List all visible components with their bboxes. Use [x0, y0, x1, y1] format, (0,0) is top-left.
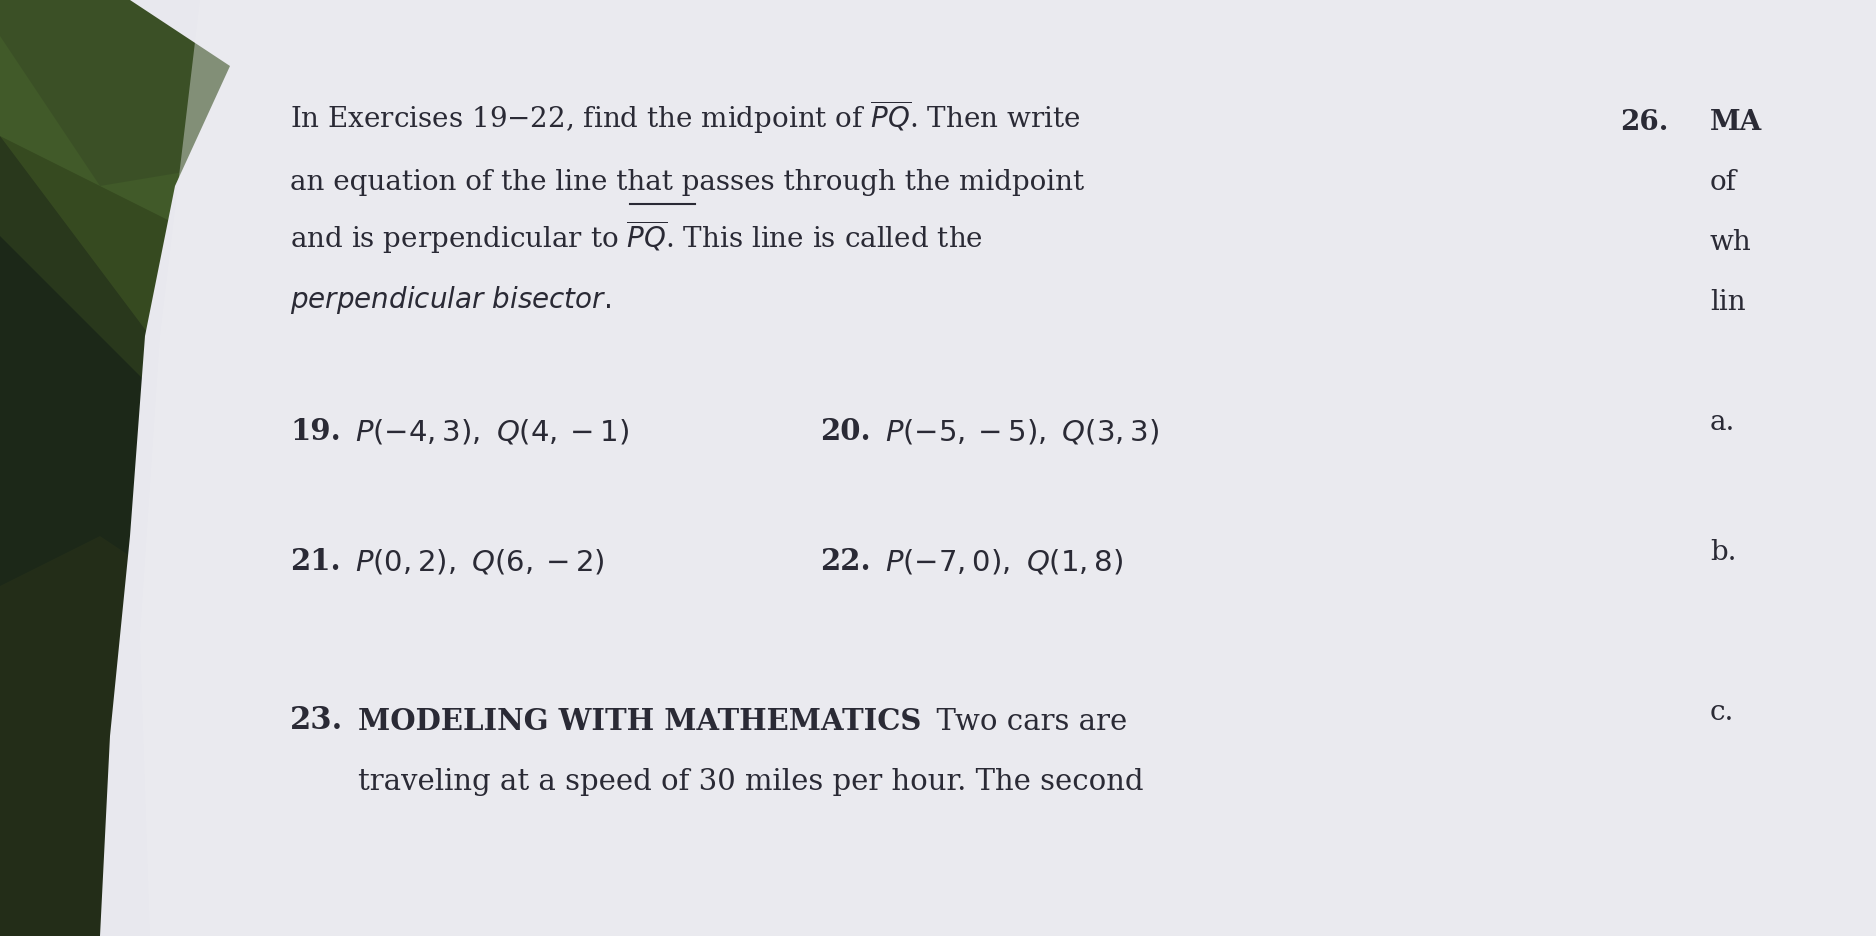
Text: a.: a.	[1711, 409, 1735, 436]
Text: $P(0, 2),\ Q(6, -2)$: $P(0, 2),\ Q(6, -2)$	[355, 547, 604, 576]
Text: MA: MA	[1711, 109, 1762, 136]
Polygon shape	[0, 0, 799, 286]
Text: 19.: 19.	[291, 417, 341, 446]
Polygon shape	[0, 0, 1876, 556]
Text: Two cars are: Two cars are	[917, 708, 1127, 736]
Text: an equation of the line that passes through the midpoint: an equation of the line that passes thro…	[291, 169, 1084, 196]
Text: $P(-4, 3),\ Q(4, -1)$: $P(-4, 3),\ Q(4, -1)$	[355, 417, 628, 446]
Text: lin: lin	[1711, 289, 1747, 316]
Text: 20.: 20.	[820, 417, 870, 446]
Polygon shape	[0, 536, 300, 936]
Text: 26.: 26.	[1621, 109, 1668, 136]
Polygon shape	[99, 0, 1876, 936]
Polygon shape	[0, 0, 501, 186]
Text: b.: b.	[1711, 539, 1737, 566]
Text: wh: wh	[1711, 229, 1752, 256]
Text: $P(-7, 0),\ Q(1, 8)$: $P(-7, 0),\ Q(1, 8)$	[885, 547, 1124, 576]
Text: c.: c.	[1711, 699, 1735, 726]
Text: In Exercises 19$-$22, find the midpoint of $\overline{PQ}$. Then write: In Exercises 19$-$22, find the midpoint …	[291, 98, 1081, 136]
Text: $\mathit{perpendicular\ bisector}.$: $\mathit{perpendicular\ bisector}.$	[291, 284, 612, 316]
Text: 21.: 21.	[291, 547, 341, 576]
Text: 23.: 23.	[291, 705, 343, 736]
Polygon shape	[141, 0, 1876, 936]
Text: $P(-5, -5),\ Q(3, 3)$: $P(-5, -5),\ Q(3, 3)$	[885, 417, 1159, 446]
Text: traveling at a speed of 30 miles per hour. The second: traveling at a speed of 30 miles per hou…	[358, 768, 1144, 796]
Polygon shape	[0, 0, 400, 336]
Text: and is perpendicular to $\overline{PQ}$. This line is called the: and is perpendicular to $\overline{PQ}$.…	[291, 218, 983, 256]
Text: MODELING WITH MATHEMATICS: MODELING WITH MATHEMATICS	[358, 707, 921, 736]
Text: 22.: 22.	[820, 547, 870, 576]
Text: of: of	[1711, 169, 1737, 196]
